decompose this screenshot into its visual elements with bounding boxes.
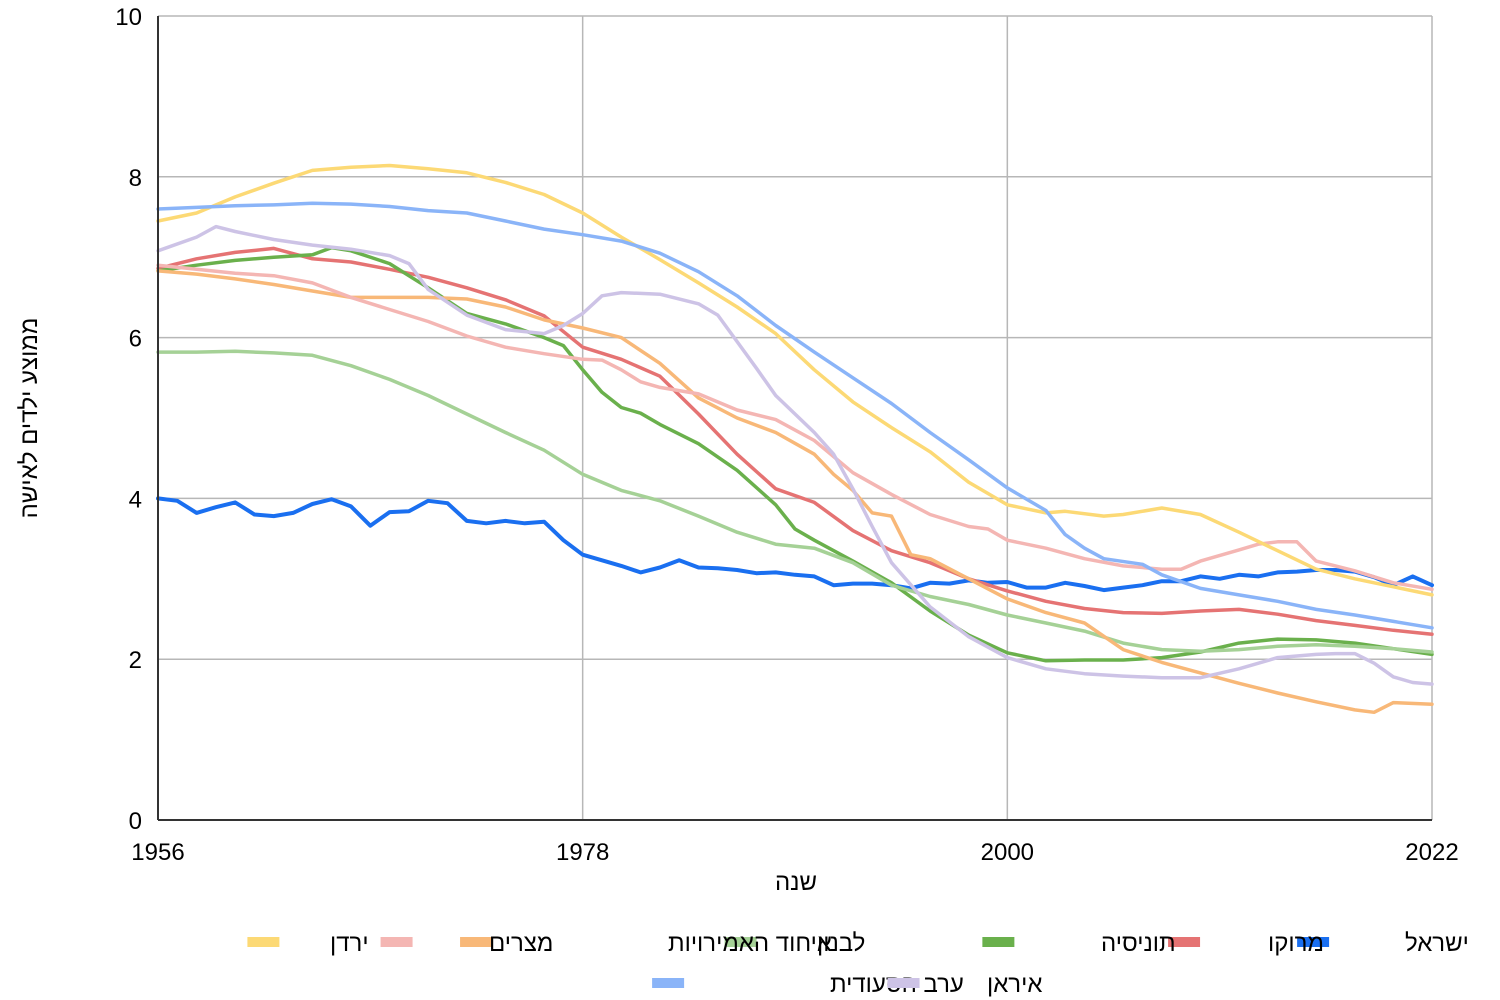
legend-swatch bbox=[982, 937, 1015, 947]
legend-label: לבנון bbox=[817, 930, 865, 957]
legend-item-3: לבנון bbox=[724, 930, 865, 957]
legend-item-6: ירדן bbox=[247, 930, 369, 957]
series-line-0 bbox=[156, 496, 1434, 593]
y-tick-label: 10 bbox=[115, 4, 142, 31]
grid bbox=[157, 15, 1433, 821]
legend-item-4: איחוד האמירויות bbox=[460, 930, 832, 957]
x-tick-label: 2000 bbox=[981, 839, 1034, 866]
series-line-2 bbox=[156, 245, 1434, 663]
legend-swatch bbox=[1168, 937, 1201, 947]
y-axis-title: ממוצע ילדים לאישה bbox=[16, 318, 43, 519]
legend-label: מצרים bbox=[489, 930, 553, 957]
series-line-7 bbox=[156, 201, 1434, 630]
legend-swatch bbox=[1297, 937, 1330, 947]
legend-label: ירדן bbox=[330, 930, 369, 957]
legend-item-2: תוניסיה bbox=[982, 930, 1176, 957]
legend-swatch bbox=[247, 937, 280, 947]
x-axis-title: שנה bbox=[775, 869, 817, 896]
legend-item-1: מרוקו bbox=[1168, 930, 1324, 957]
x-tick-label: 1956 bbox=[131, 839, 184, 866]
legend-swatch bbox=[380, 937, 413, 947]
y-tick-label: 2 bbox=[129, 647, 142, 674]
legend-item-0: ישראל bbox=[1297, 930, 1469, 957]
y-tick-label: 0 bbox=[129, 808, 142, 835]
legend-label: תוניסיה bbox=[1101, 930, 1176, 957]
legend-label: ישראל bbox=[1405, 930, 1469, 957]
x-tick-label: 1978 bbox=[556, 839, 609, 866]
y-tick-label: 4 bbox=[129, 486, 142, 513]
series-line-1 bbox=[156, 246, 1434, 637]
legend-swatch bbox=[724, 937, 757, 947]
legend-label: מרוקו bbox=[1268, 930, 1324, 957]
x-tick-label: 2022 bbox=[1405, 839, 1458, 866]
legend-swatch bbox=[652, 978, 685, 988]
series-line-3 bbox=[156, 349, 1434, 654]
series-line-5 bbox=[156, 263, 1434, 592]
y-tick-label: 6 bbox=[129, 326, 142, 353]
y-tick-label: 8 bbox=[129, 165, 142, 192]
legend-item-8: איראן bbox=[887, 971, 1042, 998]
legend-label: איראן bbox=[987, 971, 1042, 998]
series-line-6 bbox=[156, 163, 1434, 597]
series-line-4 bbox=[156, 269, 1434, 715]
series-line-8 bbox=[156, 224, 1434, 686]
legend-swatch bbox=[460, 937, 493, 947]
legend-label: איחוד האמירויות bbox=[668, 930, 832, 957]
legend-swatch bbox=[887, 978, 920, 988]
axes bbox=[157, 16, 1432, 821]
legend-item-5: מצרים bbox=[380, 930, 553, 957]
tick-labels: 0 2 4 6 8 10 1956 1978 2000 2022 bbox=[115, 4, 1458, 866]
series-lines bbox=[156, 163, 1434, 715]
